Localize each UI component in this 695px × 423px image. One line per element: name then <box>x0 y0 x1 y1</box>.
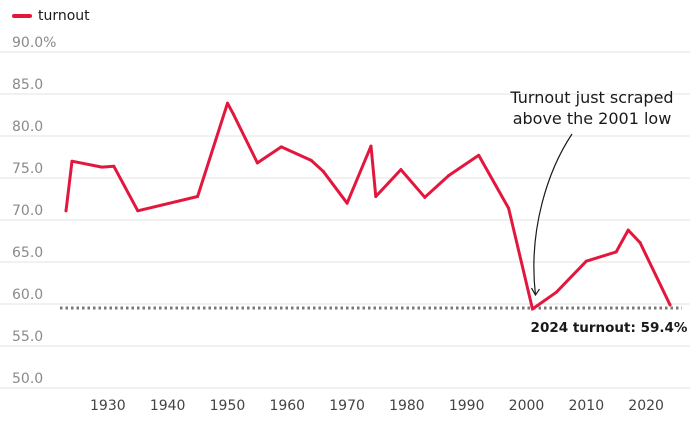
turnout-line <box>64 101 672 311</box>
reference-label: 2024 turnout: 59.4% <box>531 320 688 336</box>
y-tick-label: 75.0 <box>12 161 43 177</box>
turnout-point <box>64 209 68 213</box>
turnout-point <box>70 159 74 163</box>
annotation-line-1: Turnout just scraped <box>509 88 673 107</box>
x-tick-label: 1960 <box>269 398 305 414</box>
legend: turnout <box>12 8 90 24</box>
turnout-point <box>530 307 534 311</box>
turnout-point <box>100 165 104 169</box>
turnout-point <box>507 206 511 210</box>
turnout-point <box>447 173 451 177</box>
turnout-point <box>196 194 200 198</box>
x-tick-label: 2020 <box>628 398 664 414</box>
turnout-point <box>112 164 116 168</box>
turnout-point <box>374 194 378 198</box>
turnout-point <box>136 209 140 213</box>
turnout-point <box>584 259 588 263</box>
annotation-line-2: above the 2001 low <box>513 109 672 128</box>
turnout-point <box>668 303 672 307</box>
x-tick-label: 1940 <box>150 398 186 414</box>
turnout-point <box>369 144 373 148</box>
legend-swatch <box>12 14 32 18</box>
turnout-point <box>345 201 349 205</box>
turnout-point <box>321 169 325 173</box>
turnout-point <box>423 195 427 199</box>
y-tick-label: 50.0 <box>12 371 43 387</box>
x-tick-label: 1930 <box>90 398 126 414</box>
turnout-point <box>225 101 229 105</box>
turnout-point <box>309 158 313 162</box>
turnout-point <box>614 250 618 254</box>
y-tick-label: 80.0 <box>12 119 43 135</box>
turnout-point <box>255 161 259 165</box>
turnout-point <box>477 153 481 157</box>
turnout-point <box>231 112 235 116</box>
y-tick-label: 60.0 <box>12 287 43 303</box>
annotation-arrowhead <box>530 287 540 297</box>
turnout-point <box>554 290 558 294</box>
legend-label: turnout <box>38 8 90 24</box>
y-tick-label: 90.0% <box>12 35 56 51</box>
turnout-point <box>626 228 630 232</box>
turnout-point <box>279 145 283 149</box>
x-tick-label: 1990 <box>449 398 485 414</box>
annotation-arrow <box>533 133 573 296</box>
x-tick-label: 2000 <box>509 398 545 414</box>
x-tick-label: 2010 <box>568 398 604 414</box>
turnout-point <box>399 168 403 172</box>
y-tick-label: 55.0 <box>12 329 43 345</box>
y-tick-label: 85.0 <box>12 77 43 93</box>
x-tick-label: 1970 <box>329 398 365 414</box>
turnout-point <box>638 241 642 245</box>
x-tick-label: 1950 <box>210 398 246 414</box>
x-tick-label: 1980 <box>389 398 425 414</box>
y-tick-label: 65.0 <box>12 245 43 261</box>
y-tick-label: 70.0 <box>12 203 43 219</box>
